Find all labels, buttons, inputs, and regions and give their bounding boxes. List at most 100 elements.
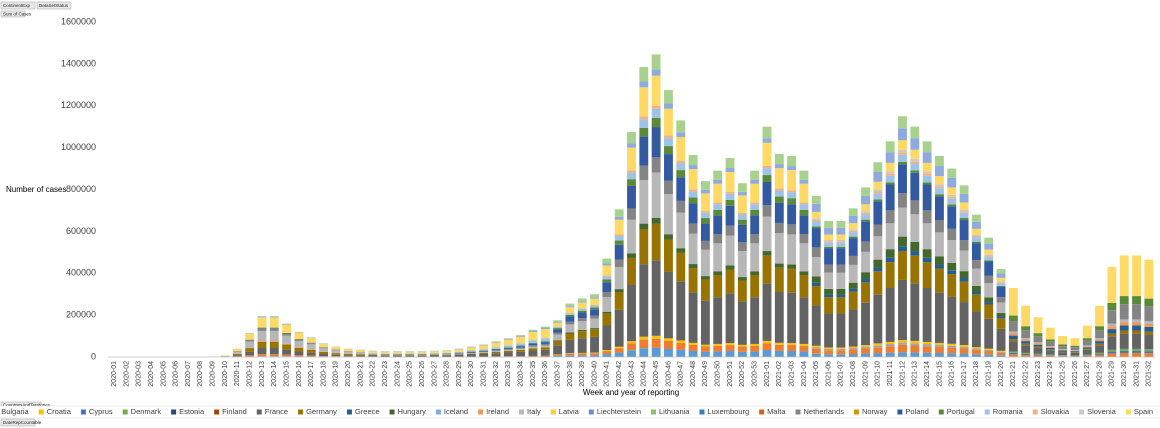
bar-segment bbox=[713, 343, 723, 346]
bar-segment bbox=[627, 170, 636, 173]
x-tick-label: 2021-11 bbox=[887, 361, 894, 386]
bar-segment bbox=[1045, 347, 1055, 348]
bar-segment bbox=[331, 356, 341, 357]
bar-segment bbox=[565, 312, 575, 314]
bar-segment bbox=[984, 254, 994, 256]
bar-segment bbox=[356, 349, 365, 352]
bar-segment bbox=[651, 335, 661, 339]
bar-segment bbox=[947, 345, 957, 348]
bar-segment bbox=[1021, 330, 1031, 339]
bar-segment bbox=[947, 274, 957, 297]
bar-segment bbox=[910, 255, 920, 284]
bar-segment bbox=[651, 105, 661, 109]
bar-segment bbox=[811, 195, 821, 204]
bar-segment bbox=[540, 341, 550, 343]
bar-segment bbox=[553, 340, 563, 341]
x-tick-label: 2021-01 bbox=[764, 361, 771, 387]
bar-segment bbox=[257, 330, 267, 342]
bar-segment bbox=[947, 343, 957, 346]
legend: AustriaBelgiumBulgariaCroatiaCyprusDenma… bbox=[0, 405, 1160, 419]
bar-segment bbox=[700, 300, 710, 345]
bar-segment bbox=[1021, 343, 1031, 346]
bar-segment bbox=[750, 243, 760, 272]
legend-label: Luxembourg bbox=[707, 407, 749, 416]
axis-button[interactable]: DateRepCountable bbox=[0, 418, 42, 427]
bar-segment bbox=[898, 352, 907, 357]
legend-swatch bbox=[256, 409, 262, 415]
bar-segment bbox=[725, 293, 735, 344]
x-tick-label: 2021-22 bbox=[1023, 361, 1030, 387]
bar-segment bbox=[540, 327, 550, 330]
bar-segment bbox=[996, 297, 1006, 303]
bar-segment bbox=[565, 307, 575, 313]
bar-segment bbox=[282, 324, 292, 333]
bar-segment bbox=[1144, 353, 1154, 357]
bar-segment bbox=[676, 160, 686, 163]
bar-segment bbox=[959, 344, 969, 347]
bar-segment bbox=[429, 353, 439, 354]
bar-segment bbox=[688, 268, 698, 293]
bar-segment bbox=[922, 262, 932, 288]
bar-segment bbox=[553, 332, 563, 335]
bar-segment bbox=[947, 187, 957, 195]
bar-segment bbox=[577, 318, 587, 322]
bar-segment bbox=[824, 288, 834, 295]
bar-segment bbox=[1144, 323, 1154, 327]
bar-segment bbox=[762, 255, 772, 284]
y-tick-label: 200000 bbox=[66, 310, 96, 320]
legend-swatch bbox=[984, 409, 990, 415]
bar-segment bbox=[651, 347, 661, 357]
bar-segment bbox=[898, 236, 907, 247]
filter-button[interactable]: ContinentExp bbox=[0, 1, 36, 10]
bar-segment bbox=[232, 351, 242, 354]
bar-segment bbox=[491, 342, 501, 348]
bar-segment bbox=[688, 344, 698, 351]
bar-segment bbox=[651, 69, 661, 76]
bar-segment bbox=[602, 296, 612, 312]
bar-segment bbox=[257, 327, 267, 329]
bar-segment bbox=[306, 349, 316, 353]
bar-segment bbox=[590, 329, 599, 337]
bar-segment bbox=[873, 191, 883, 194]
bar-segment bbox=[1132, 352, 1141, 357]
bar-segment bbox=[910, 251, 920, 256]
bar-segment bbox=[368, 351, 378, 354]
bar-segment bbox=[627, 284, 636, 342]
bar-segment bbox=[922, 171, 932, 174]
x-tick-label: 2020-22 bbox=[370, 361, 377, 387]
bar-segment bbox=[664, 154, 673, 181]
bar-segment bbox=[639, 165, 649, 181]
bar-segment bbox=[565, 314, 575, 317]
bar-segment bbox=[971, 243, 981, 261]
bar-segment bbox=[910, 138, 920, 150]
bar-segment bbox=[466, 352, 476, 354]
bar-segment bbox=[269, 341, 279, 349]
bar-segment bbox=[959, 281, 969, 303]
filter-button[interactable]: DataSetStatus bbox=[36, 1, 72, 10]
bar-segment bbox=[528, 329, 538, 331]
bar-segment bbox=[1082, 349, 1092, 355]
bar-segment bbox=[774, 168, 784, 189]
value-button[interactable]: Sum of Cases bbox=[0, 10, 32, 18]
bar-segment bbox=[935, 346, 944, 353]
x-tick-label: 2021-16 bbox=[949, 361, 956, 387]
bar-segment bbox=[676, 212, 686, 249]
bar-segment bbox=[688, 191, 698, 198]
bar-segment bbox=[664, 234, 673, 240]
bar-segment bbox=[602, 351, 612, 355]
bar-segment bbox=[725, 193, 735, 200]
bar-segment bbox=[774, 350, 784, 357]
bar-segment bbox=[306, 343, 316, 345]
bar-segment bbox=[676, 252, 686, 282]
bar-segment bbox=[602, 354, 612, 357]
bar-segment bbox=[700, 276, 710, 280]
legend-item: Denmark bbox=[122, 407, 161, 416]
bar-segment bbox=[971, 235, 981, 238]
bar-segment bbox=[836, 234, 846, 240]
bar-segment bbox=[898, 279, 907, 341]
bar-segment bbox=[1119, 352, 1129, 357]
bar-segment bbox=[319, 348, 328, 352]
y-tick-label: 600000 bbox=[66, 226, 96, 236]
bar-segment bbox=[688, 197, 698, 204]
bar-segment bbox=[935, 196, 944, 221]
